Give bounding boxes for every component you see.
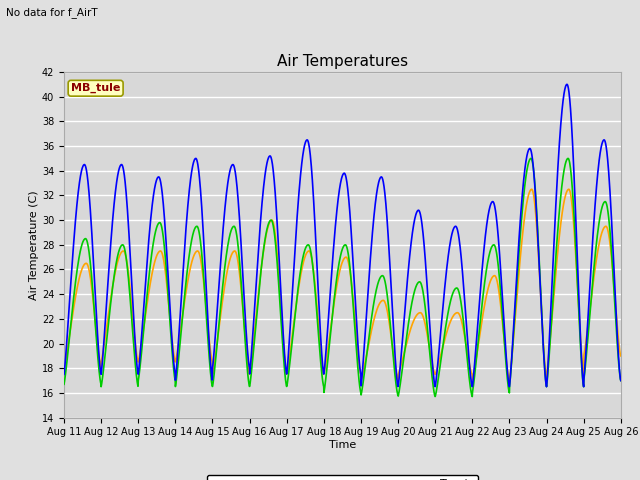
X-axis label: Time: Time: [329, 440, 356, 450]
Legend: li75_t, li77_temp, Tsonic: li75_t, li77_temp, Tsonic: [207, 475, 478, 480]
Text: MB_tule: MB_tule: [71, 83, 120, 94]
Y-axis label: Air Temperature (C): Air Temperature (C): [29, 190, 39, 300]
Title: Air Temperatures: Air Temperatures: [277, 54, 408, 70]
Text: No data for f_AirT: No data for f_AirT: [6, 7, 98, 18]
